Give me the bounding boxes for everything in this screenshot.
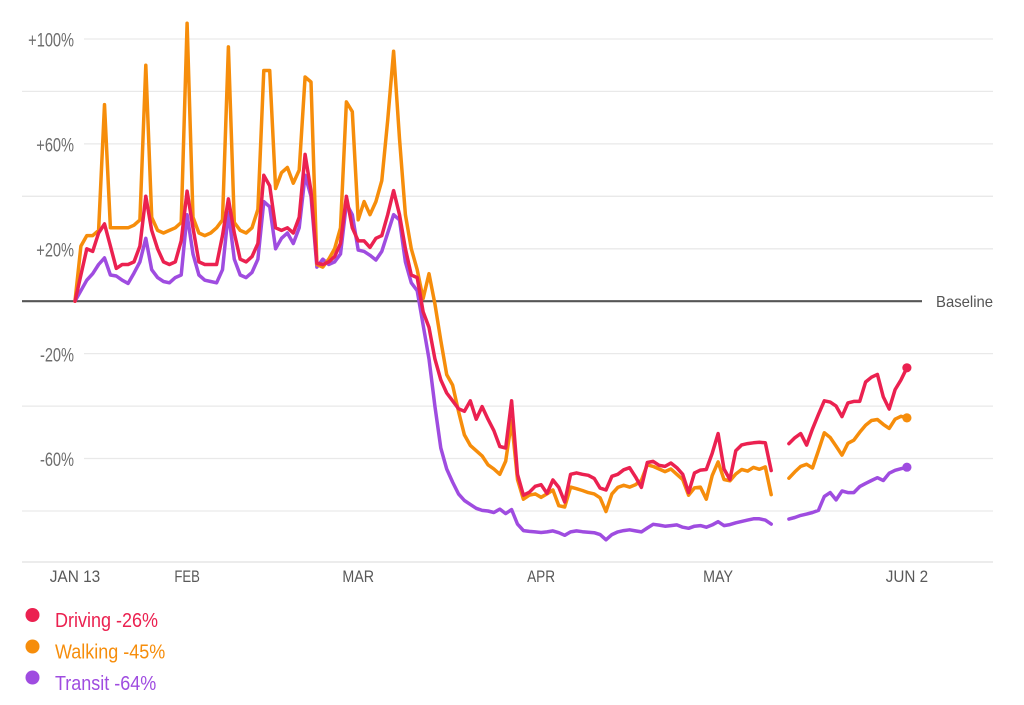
svg-text:Transit -64%: Transit -64% [55,673,156,695]
svg-text:Walking -45%: Walking -45% [55,642,165,664]
svg-text:+100%: +100% [28,30,74,51]
svg-text:Baseline: Baseline [936,294,993,312]
svg-text:Driving -26%: Driving -26% [55,610,158,632]
svg-text:JUN 2: JUN 2 [886,569,928,587]
svg-text:FEB: FEB [174,569,200,587]
svg-text:MAY: MAY [703,568,733,586]
svg-text:+60%: +60% [36,135,74,156]
svg-text:APR: APR [527,568,555,586]
svg-text:JAN 13: JAN 13 [50,569,101,587]
svg-text:-60%: -60% [40,449,74,470]
svg-text:MAR: MAR [342,568,374,586]
svg-text:+20%: +20% [36,240,74,261]
svg-text:-20%: -20% [40,344,74,365]
